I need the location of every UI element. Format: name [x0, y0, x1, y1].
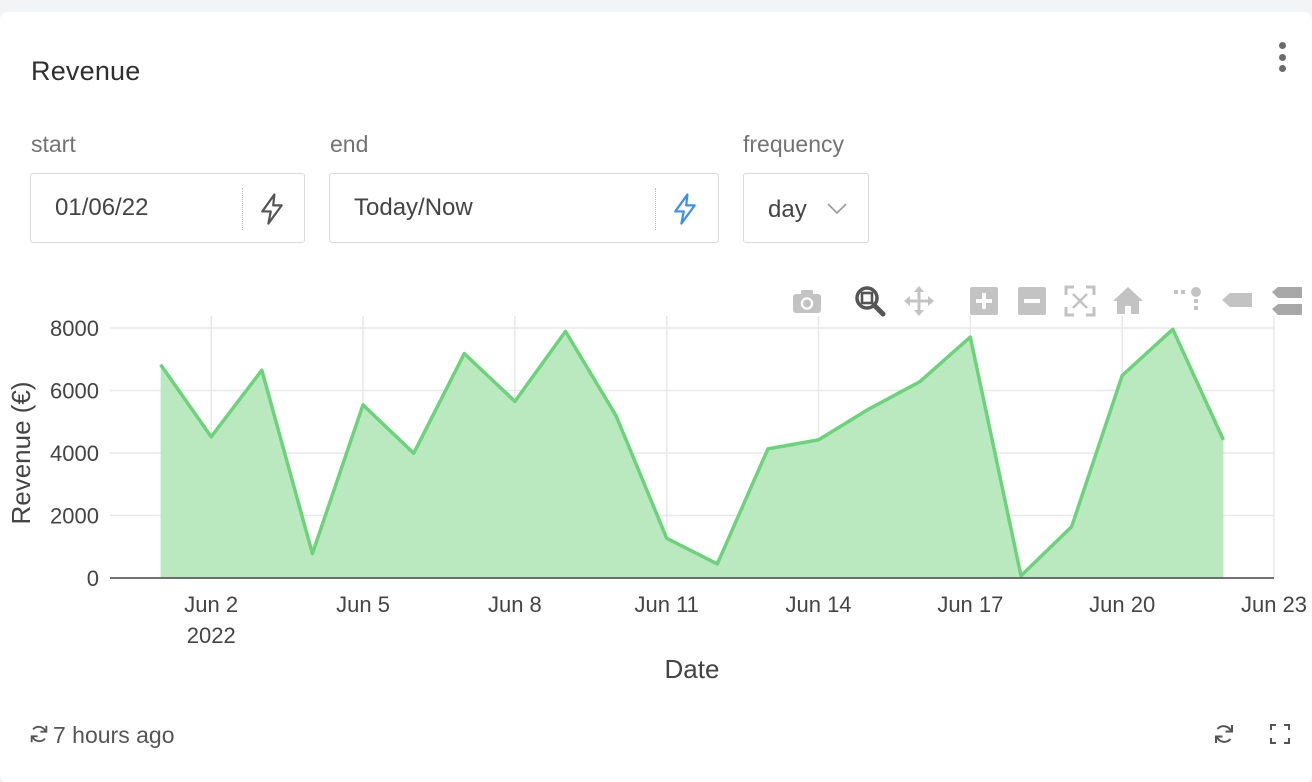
y-tick-label: 8000 — [50, 316, 99, 341]
data-point[interactable] — [461, 351, 467, 357]
y-tick-label: 6000 — [50, 379, 99, 404]
more-vertical-icon[interactable] — [1268, 38, 1296, 76]
card-title: Revenue — [31, 56, 141, 86]
data-point[interactable] — [1170, 326, 1176, 332]
data-point[interactable] — [967, 334, 973, 340]
lightning-bolt-icon[interactable] — [670, 192, 700, 226]
lightning-bolt-icon[interactable] — [257, 192, 287, 226]
field-divider — [242, 188, 243, 230]
camera-icon[interactable] — [790, 284, 824, 318]
hover-compare-icon[interactable] — [1268, 284, 1302, 318]
x-tick-label: Jun 8 — [488, 592, 542, 617]
data-point[interactable] — [360, 402, 366, 408]
frequency-label: frequency — [743, 131, 845, 157]
autoscale-icon[interactable] — [1063, 284, 1097, 318]
data-point[interactable] — [309, 551, 315, 557]
x-tick-labels: Jun 2 Jun 5 Jun 8 Jun 11 Jun 14 Jun 17 Jun 20 J… — [184, 592, 1307, 648]
frequency-value: day — [768, 196, 807, 223]
data-point[interactable] — [208, 434, 214, 440]
revenue-area-fill — [160, 329, 1224, 578]
x-tick-label: Jun 17 — [937, 592, 1003, 617]
data-point[interactable] — [158, 362, 164, 368]
data-point[interactable] — [512, 398, 518, 404]
x-tick-label: Jun 23 — [1241, 592, 1307, 617]
data-point[interactable] — [816, 437, 822, 443]
data-point[interactable] — [1069, 524, 1075, 530]
data-point[interactable] — [917, 379, 923, 385]
data-point[interactable] — [1220, 437, 1226, 443]
start-label: start — [31, 131, 76, 157]
start-date-input[interactable] — [31, 174, 241, 242]
zoom-in-icon[interactable] — [967, 284, 1001, 318]
x-tick-label: Jun 20 — [1089, 592, 1155, 617]
revenue-card: Revenue — [0, 12, 1312, 782]
y-tick-label: 2000 — [50, 504, 99, 529]
data-point[interactable] — [562, 328, 568, 334]
data-point[interactable] — [613, 413, 619, 419]
y-tick-label: 4000 — [50, 441, 99, 466]
frequency-select[interactable]: day — [743, 173, 869, 243]
data-point[interactable] — [259, 367, 265, 373]
y-tick-label: 0 — [87, 566, 99, 591]
home-icon[interactable] — [1111, 284, 1145, 318]
field-divider — [655, 188, 656, 230]
end-date-input[interactable] — [330, 174, 650, 242]
end-label: end — [330, 131, 369, 157]
zoom-out-icon[interactable] — [1015, 284, 1049, 318]
revenue-line — [159, 327, 1225, 578]
pan-icon[interactable] — [902, 284, 936, 318]
data-point[interactable] — [411, 450, 417, 456]
chevron-down-icon — [827, 203, 847, 215]
y-axis-title: Revenue (€) — [6, 381, 36, 524]
fullscreen-icon[interactable] — [1268, 722, 1292, 746]
x-axis-title: Date — [665, 654, 720, 684]
y-tick-labels: 0 2000 4000 6000 8000 — [50, 316, 99, 591]
x-tick-label: Jun 5 — [336, 592, 390, 617]
hover-closest-icon[interactable] — [1220, 284, 1254, 318]
data-point[interactable] — [1119, 373, 1125, 379]
spike-lines-icon[interactable] — [1172, 284, 1206, 318]
x-tick-year-label: 2022 — [187, 623, 236, 648]
x-tick-label: Jun 11 — [634, 592, 698, 617]
start-date-field[interactable] — [30, 173, 305, 243]
x-tick-label: Jun 2 — [184, 592, 238, 617]
data-point[interactable] — [866, 406, 872, 412]
x-tick-label: Jun 14 — [785, 592, 851, 617]
zoom-icon[interactable] — [853, 284, 887, 318]
reload-icon[interactable] — [1212, 722, 1236, 746]
data-point[interactable] — [714, 561, 720, 567]
data-point[interactable] — [765, 446, 771, 452]
data-point[interactable] — [1018, 573, 1024, 579]
refresh-icon[interactable] — [28, 722, 50, 746]
end-date-field[interactable] — [329, 173, 719, 243]
data-point[interactable] — [664, 535, 670, 541]
last-updated-text: 7 hours ago — [53, 722, 175, 748]
